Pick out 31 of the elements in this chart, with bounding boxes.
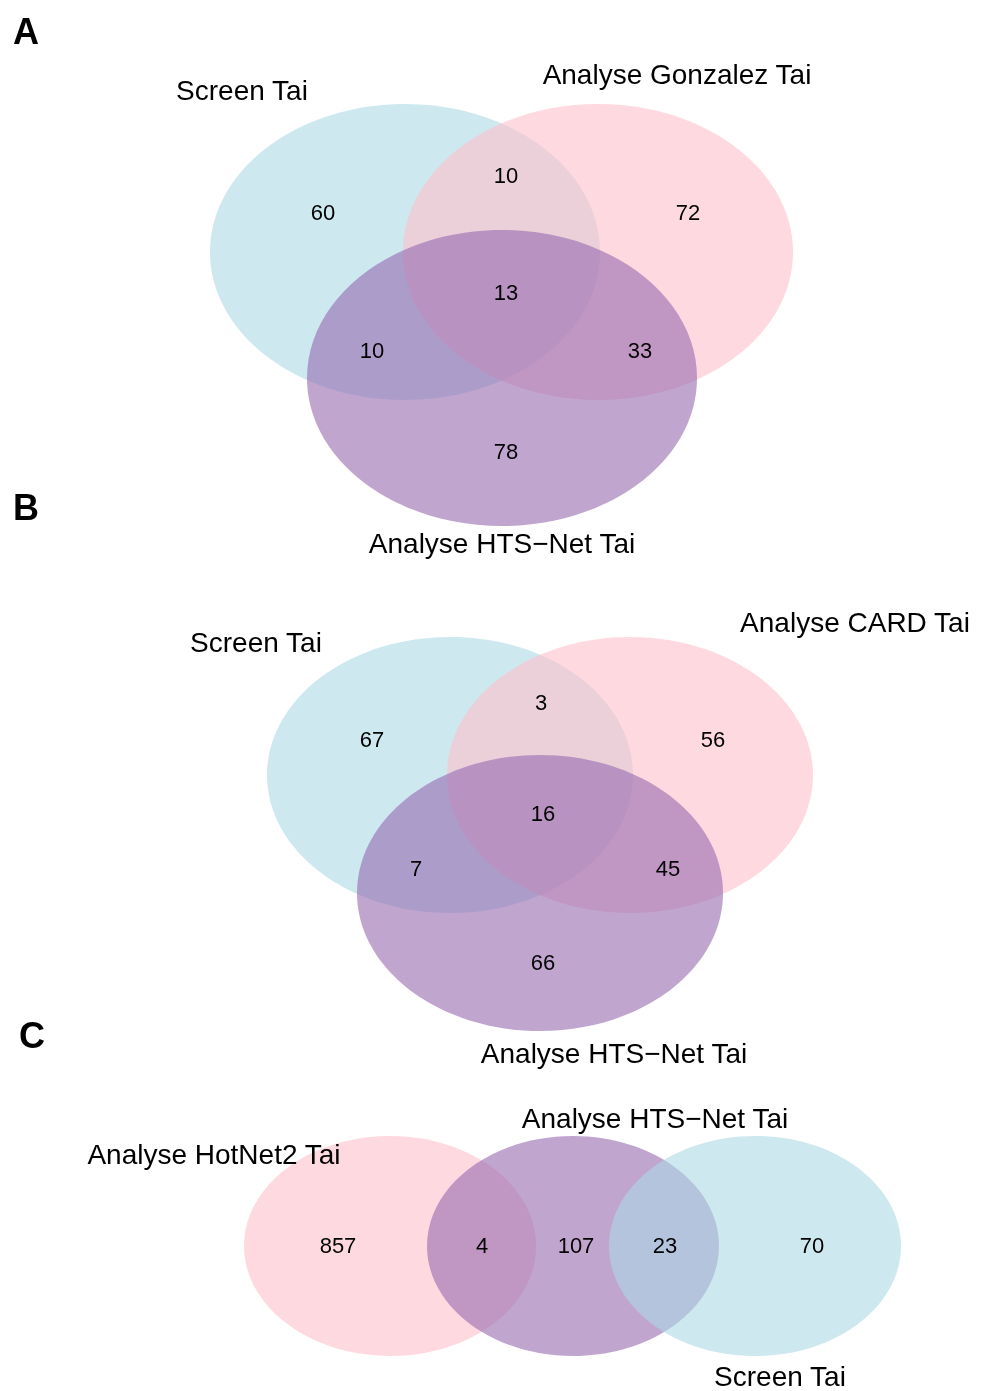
data-label: 66 <box>530 950 556 975</box>
text: Analyse HTS−Net Tai <box>368 528 636 559</box>
data-label: 107 <box>557 1233 595 1258</box>
text: Analyse HTS−Net Tai <box>480 1038 748 1069</box>
text: Screen Tai <box>176 75 308 106</box>
data-label: 10 <box>359 338 385 363</box>
text: Screen Tai <box>714 1361 846 1391</box>
data-label: 56 <box>700 727 726 752</box>
data-label: 67 <box>359 727 385 752</box>
text: C <box>19 1015 45 1056</box>
data-label: 857 <box>319 1233 357 1258</box>
data-label: 4 <box>475 1233 489 1258</box>
data-label: 70 <box>799 1233 825 1258</box>
data-label: 7 <box>409 856 423 881</box>
data-label: 23 <box>652 1233 678 1258</box>
text: A <box>13 11 39 52</box>
data-label: 78 <box>493 439 519 464</box>
text: B <box>13 487 39 528</box>
text: Analyse Gonzalez Tai <box>542 59 812 90</box>
text: Analyse HTS−Net Tai <box>521 1103 789 1134</box>
data-label: 72 <box>675 200 701 225</box>
data-label: 10 <box>493 163 519 188</box>
data-label: 13 <box>493 280 519 305</box>
data-label: 45 <box>655 856 681 881</box>
data-label: 3 <box>534 690 548 715</box>
data-label: 16 <box>530 801 556 826</box>
data-label: 60 <box>310 200 336 225</box>
text: Screen Tai <box>190 627 322 658</box>
data-label: 33 <box>627 338 653 363</box>
text: Analyse CARD Tai <box>740 607 970 638</box>
text: Analyse HotNet2 Tai <box>87 1139 341 1170</box>
